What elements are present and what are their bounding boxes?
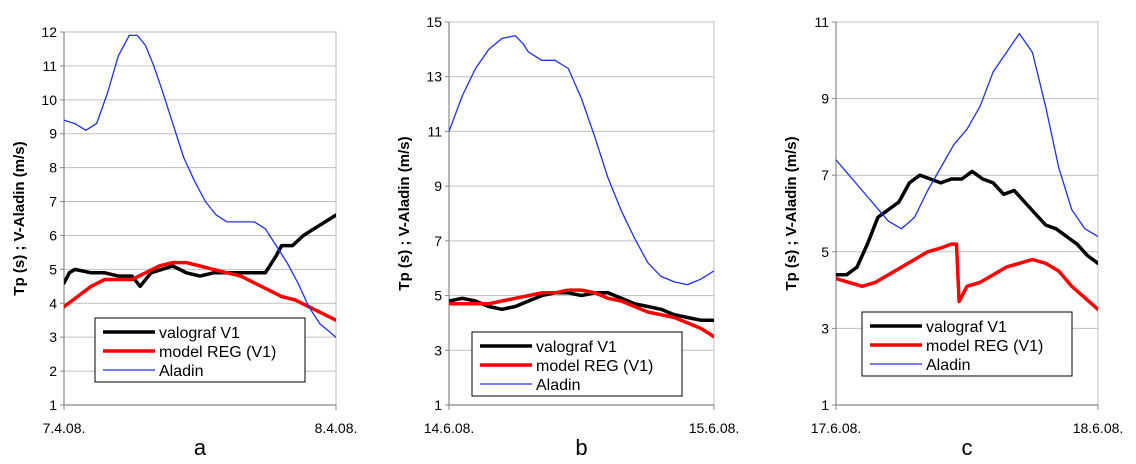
legend-label: Aladin [536,377,580,394]
legend-label: Aladin [159,363,203,380]
series-line-valograf [836,169,1098,277]
legend-label: valograf V1 [926,319,1007,336]
y-tick-label: 11 [814,14,829,30]
series-line-valograf [449,291,714,322]
x-tick-label: 15.6.08. [689,420,740,436]
y-axis-label: Tp (s) ; V-Aladin (m/s) [11,141,28,295]
series-line-aladin [836,32,1098,238]
legend: valograf V1 model REG (V1) Aladin [861,311,1073,377]
y-tick-label: 1 [434,397,442,413]
y-tick-label: 4 [49,295,57,311]
series-line-model [64,260,336,322]
legend-label: model REG (V1) [536,358,653,375]
legend: valograf V1 model REG (V1) Aladin [471,331,683,397]
gridlines [449,21,714,351]
series-group [449,35,714,339]
y-tick-label: 5 [434,288,442,304]
y-tick-label: 13 [426,69,442,85]
y-tick-label: 9 [49,126,57,142]
panel-letter: a [194,435,207,460]
x-tick-label: 17.6.08. [811,420,862,436]
y-tick-label: 3 [434,342,442,358]
y-tick-label: 15 [426,14,442,30]
y-tick-label: 1 [821,397,829,413]
series-line-valograf [64,213,336,289]
y-tick-label: 9 [821,91,829,107]
y-tick-label: 8 [49,160,57,176]
legend-label: valograf V1 [159,325,240,342]
x-tick-label: 7.4.08. [43,420,86,436]
y-tick-label: 10 [41,92,57,108]
x-tick-label: 8.4.08. [315,420,358,436]
y-tick-label: 6 [49,227,57,243]
y-tick-label: 7 [821,167,829,183]
y-tick-label: 9 [434,178,442,194]
x-tick-label: 14.6.08. [424,420,475,436]
y-tick-label: 12 [41,24,57,40]
y-tick-label: 1 [49,397,57,413]
y-tick-label: 5 [821,244,829,260]
panel-c: 1 3 5 7 9 11 17.6.08. 18.6.08. c Tp (s) ; V-Aladi… [783,14,1124,460]
series-line-aladin [64,34,336,338]
y-axis-label: Tp (s) ; V-Aladin (m/s) [396,136,413,290]
series-line-aladin [449,35,714,286]
legend-label: valograf V1 [536,339,617,356]
legend-label: Aladin [926,357,970,374]
y-tick-label: 2 [49,363,57,379]
y-tick-label: 3 [49,329,57,345]
legend-label: model REG (V1) [926,338,1043,355]
panel-letter: b [575,435,587,460]
y-tick-label: 7 [49,194,57,210]
x-tick-label: 18.6.08. [1073,420,1124,436]
y-tick-label: 11 [42,58,57,74]
y-tick-label: 7 [434,233,442,249]
legend: valograf V1 model REG (V1) Aladin [94,317,306,383]
legend-label: model REG (V1) [159,344,276,361]
y-tick-label: 5 [49,261,57,277]
series-group [64,34,336,338]
panel-letter: c [962,435,973,460]
y-tick-label: 11 [427,123,442,139]
series-line-model [449,288,714,339]
series-line-model [836,242,1098,312]
series-group [836,32,1098,312]
y-axis-label: Tp (s) ; V-Aladin (m/s) [783,136,800,290]
y-tick-label: 3 [821,320,829,336]
